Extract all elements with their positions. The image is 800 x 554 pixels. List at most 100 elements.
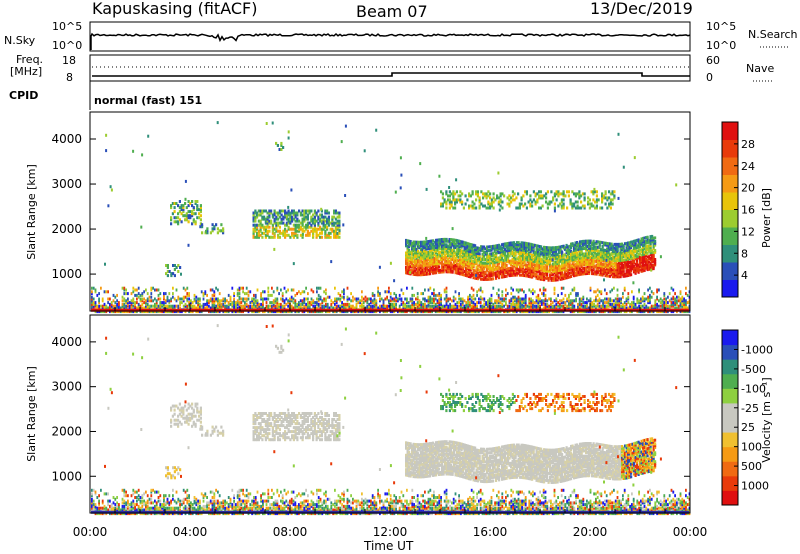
- range-gate-cell: [412, 272, 415, 276]
- range-gate-cell: [397, 299, 399, 303]
- range-gate-cell: [377, 293, 379, 297]
- range-gate-cell: [357, 301, 360, 305]
- range-gate-cell: [597, 258, 600, 262]
- range-gate-cell: [170, 299, 172, 303]
- range-gate-cell: [565, 258, 568, 262]
- range-gate-cell: [215, 286, 217, 290]
- range-gate-cell: [486, 258, 489, 262]
- range-gate-cell: [559, 304, 561, 308]
- range-gate-cell: [469, 301, 471, 305]
- range-gate-cell: [532, 250, 535, 254]
- range-gate-cell: [465, 247, 468, 250]
- range-gate-cell: [168, 306, 171, 310]
- range-gate-cell: [417, 249, 420, 253]
- range-gate-cell: [448, 245, 451, 249]
- range-gate-cell: [541, 265, 544, 269]
- range-gate-cell: [412, 244, 415, 248]
- range-gate-cell: [461, 297, 464, 301]
- range-gate-cell: [271, 223, 274, 227]
- range-gate-cell: [501, 254, 504, 257]
- range-gate-cell: [370, 301, 372, 305]
- range-gate-cell: [435, 271, 438, 275]
- range-gate-cell: [601, 264, 604, 268]
- range-gate-cell: [386, 306, 388, 310]
- range-gate-cell: [98, 306, 100, 310]
- range-gate-cell: [541, 272, 544, 276]
- range-gate-cell: [561, 254, 564, 258]
- range-gate-cell: [591, 255, 594, 259]
- range-gate-cell: [472, 256, 475, 260]
- range-gate-cell: [547, 258, 550, 262]
- range-gate-cell: [602, 306, 604, 310]
- range-gate-cell: [462, 273, 465, 277]
- range-gate-cell: [565, 243, 568, 247]
- range-gate-cell: [544, 265, 547, 269]
- range-gate-cell: [577, 253, 580, 257]
- range-gate-cell: [534, 265, 537, 269]
- range-gate-cell: [558, 261, 561, 265]
- range-gate-cell: [264, 217, 267, 221]
- range-gate-cell: [366, 304, 369, 308]
- range-gate-cell: [460, 269, 463, 273]
- range-gate-cell: [474, 244, 477, 248]
- range-gate-cell: [460, 258, 463, 262]
- range-gate-cell: [456, 264, 459, 268]
- range-gate-cell: [213, 302, 216, 306]
- range-gate-cell: [532, 252, 535, 256]
- range-gate-cell: [257, 235, 260, 239]
- range-gate-cell: [611, 302, 613, 306]
- range-gate-cell: [439, 270, 442, 274]
- range-gate-cell: [674, 299, 676, 303]
- range-gate-cell: [543, 249, 546, 253]
- range-gate-cell: [463, 270, 466, 273]
- range-gate-cell: [462, 260, 465, 264]
- range-gate-cell: [490, 274, 493, 277]
- range-gate-cell: [379, 304, 381, 308]
- range-gate-cell: [445, 239, 448, 243]
- range-gate-cell: [145, 301, 147, 305]
- range-gate-cell: [424, 269, 427, 273]
- range-gate-cell: [562, 277, 565, 281]
- range-gate-cell: [267, 297, 270, 301]
- range-gate-cell: [217, 301, 219, 305]
- range-gate-cell: [481, 274, 484, 278]
- range-gate-cell: [601, 241, 604, 245]
- range-gate-cell: [525, 270, 528, 274]
- range-gate-cell: [406, 266, 409, 270]
- range-gate-cell: [259, 223, 262, 227]
- range-gate-cell: [508, 261, 511, 265]
- range-gate-cell: [468, 255, 471, 259]
- range-gate-cell: [355, 302, 358, 306]
- range-gate-cell: [213, 293, 216, 297]
- range-gate-cell: [109, 302, 111, 306]
- range-gate-cell: [567, 245, 570, 249]
- range-gate-cell: [559, 245, 562, 249]
- range-gate-cell: [436, 254, 439, 258]
- range-gate-cell: [284, 215, 287, 219]
- range-gate-cell: [252, 219, 255, 223]
- range-gate-cell: [202, 304, 205, 308]
- range-gate-cell: [287, 299, 289, 303]
- range-gate-cell: [447, 266, 450, 270]
- range-gate-cell: [438, 302, 441, 306]
- range-gate-cell: [436, 247, 439, 251]
- range-gate-cell: [555, 253, 558, 257]
- range-gate-cell: [319, 235, 322, 239]
- range-gate-cell: [344, 302, 347, 306]
- range-gate-cell: [91, 286, 93, 290]
- range-gate-cell: [393, 304, 396, 308]
- range-gate-cell: [550, 304, 552, 308]
- range-gate-cell: [537, 304, 540, 308]
- range-gate-cell: [308, 225, 311, 229]
- range-gate-cell: [301, 209, 304, 213]
- range-gate-cell: [187, 210, 190, 214]
- range-gate-cell: [409, 265, 412, 269]
- range-gate-cell: [159, 302, 162, 306]
- range-gate-cell: [576, 257, 579, 261]
- range-gate-cell: [553, 288, 556, 292]
- range-gate-cell: [670, 286, 673, 290]
- range-gate-cell: [299, 213, 302, 217]
- range-gate-cell: [508, 306, 511, 310]
- range-gate-cell: [537, 248, 540, 252]
- range-gate-cell: [507, 242, 510, 245]
